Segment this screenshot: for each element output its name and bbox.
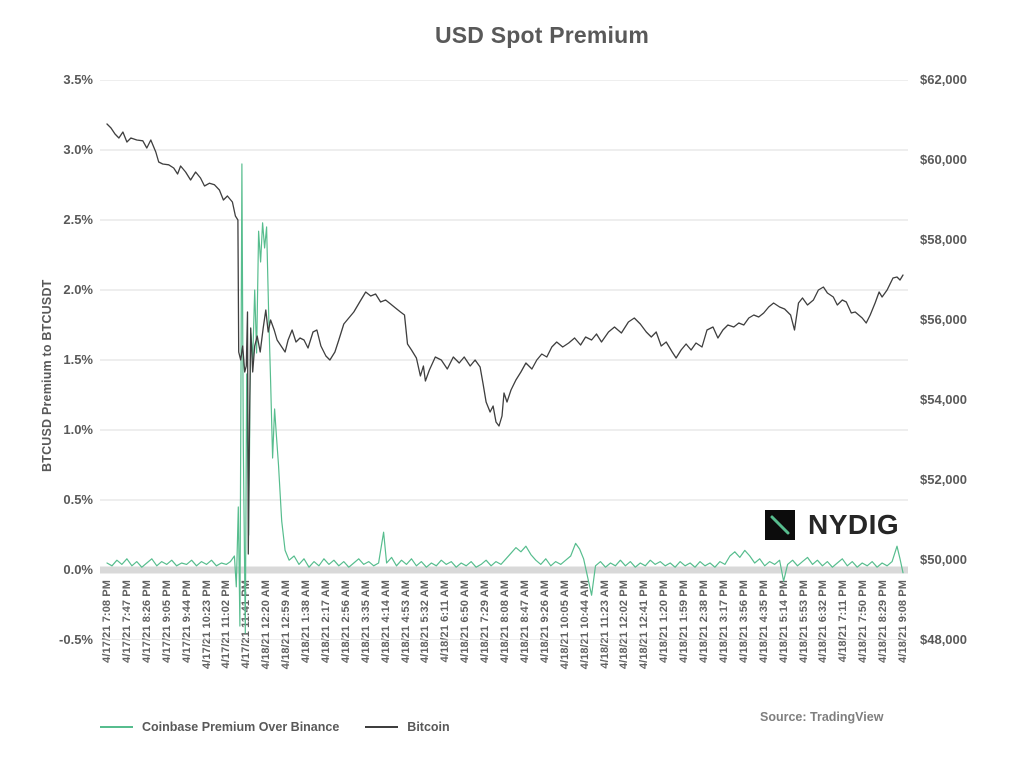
right-tick-label: $50,000 (920, 552, 967, 567)
left-tick-label: 1.0% (63, 422, 93, 437)
legend: Coinbase Premium Over Binance Bitcoin (100, 720, 476, 734)
nydig-logo: NYDIG (765, 509, 899, 541)
left-tick-label: 2.0% (63, 282, 93, 297)
left-tick-label: -0.5% (59, 632, 93, 647)
right-tick-label: $62,000 (920, 72, 967, 87)
left-tick-label: 3.0% (63, 142, 93, 157)
source-text: Source: TradingView (760, 710, 884, 724)
nydig-diagonal-icon (770, 515, 790, 535)
right-tick-label: $52,000 (920, 472, 967, 487)
nydig-logo-mark (765, 510, 795, 540)
right-tick-label: $48,000 (920, 632, 967, 647)
legend-item: Coinbase Premium Over Binance (100, 720, 339, 734)
bitcoin-line (106, 123, 904, 555)
legend-label: Coinbase Premium Over Binance (142, 720, 340, 734)
legend-label: Bitcoin (407, 720, 450, 734)
page-title: USD Spot Premium (434, 22, 650, 48)
legend-swatch (100, 726, 133, 728)
right-tick-label: $58,000 (920, 232, 967, 247)
left-tick-label: 0.5% (63, 492, 93, 507)
left-tick-label: 3.5% (63, 72, 93, 87)
zero-axis-band (100, 566, 908, 574)
left-axis-title: BTCUSD Premium to BTCUSDT (40, 279, 54, 472)
right-tick-label: $60,000 (920, 152, 967, 167)
premium-line (106, 163, 904, 634)
left-tick-label: 0.0% (63, 562, 93, 577)
legend-swatch (365, 726, 399, 728)
left-tick-label: 2.5% (63, 212, 93, 227)
left-tick-label: 1.5% (63, 352, 93, 367)
right-tick-label: $54,000 (920, 392, 967, 407)
nydig-wordmark: NYDIG (808, 509, 900, 540)
right-tick-label: $56,000 (920, 312, 967, 327)
legend-item: Bitcoin (365, 720, 450, 734)
chart-plot (100, 80, 908, 640)
